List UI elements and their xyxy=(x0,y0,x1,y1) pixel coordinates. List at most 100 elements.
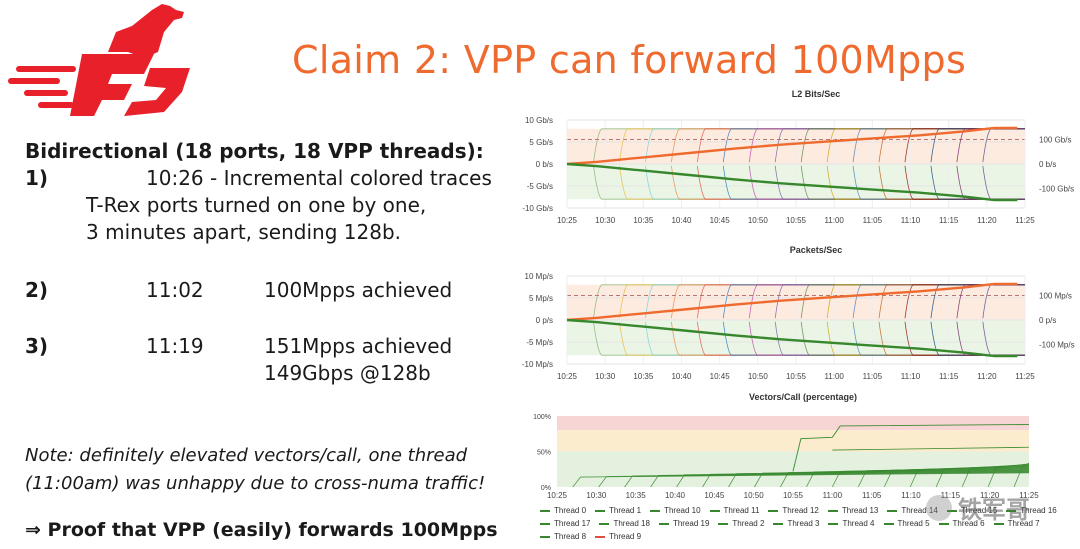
x-tick-label: 10:30 xyxy=(586,491,607,500)
slide-title: Claim 2: VPP can forward 100Mpps xyxy=(292,38,967,82)
legend-item[interactable]: Thread 18 xyxy=(599,519,650,528)
wechat-icon xyxy=(926,494,952,521)
legend-item[interactable]: Thread 9 xyxy=(595,532,641,541)
legend-row: Thread 0 Thread 1 Thread 10 Thread 11 Thread… xyxy=(540,506,1066,515)
legend-item[interactable]: Thread 15 xyxy=(946,506,997,515)
x-tick-label: 10:55 xyxy=(783,491,804,500)
legend-swatch xyxy=(773,522,784,525)
port-trace-tx xyxy=(670,284,1025,319)
x-tick-label: 11:05 xyxy=(862,491,882,500)
legend-item[interactable]: Thread 1 xyxy=(595,506,641,515)
port-trace-tx xyxy=(852,284,1025,319)
legend-item[interactable]: Thread 14 xyxy=(887,506,938,515)
legend-swatch xyxy=(883,522,894,525)
x-tick-label: 11:25 xyxy=(1019,491,1039,500)
legend-item[interactable]: Thread 13 xyxy=(827,506,878,515)
legend-swatch xyxy=(650,509,661,512)
y-tick-label: 10 Mp/s xyxy=(525,272,553,281)
x-tick-label: 10:30 xyxy=(595,216,616,225)
legend-swatch xyxy=(938,522,949,525)
legend-item[interactable]: Thread 6 xyxy=(938,519,985,528)
y2-tick-label: 100 Gb/s xyxy=(1039,135,1071,144)
legend-swatch xyxy=(540,509,550,512)
legend-swatch xyxy=(718,522,729,525)
y-tick-label: -10 Mp/s xyxy=(522,360,553,369)
chart-title: Packets/Sec xyxy=(790,245,843,255)
legend-swatch xyxy=(827,509,838,512)
legend-item[interactable]: Thread 12 xyxy=(768,506,819,515)
port-trace-rx xyxy=(722,321,1025,356)
legend-row: Thread 8 Thread 9 xyxy=(540,532,650,541)
x-tick-label: 10:45 xyxy=(704,491,725,500)
legend-item[interactable]: Thread 2 xyxy=(718,519,764,528)
legend-item[interactable]: Thread 0 xyxy=(540,506,586,515)
x-tick-label: 11:05 xyxy=(863,216,883,225)
port-trace-tx xyxy=(619,128,1025,163)
legend-item[interactable]: Thread 17 xyxy=(540,519,590,528)
y-tick-label: -10 Gb/s xyxy=(522,204,553,213)
x-tick-label: 10:55 xyxy=(786,216,807,225)
legend-swatch xyxy=(540,522,550,525)
port-trace-tx xyxy=(774,128,1025,163)
legend-item[interactable]: Thread 11 xyxy=(709,506,759,515)
y-tick-label: 50% xyxy=(537,450,551,457)
legend-swatch xyxy=(768,509,779,512)
x-tick-label: 10:40 xyxy=(665,491,686,500)
port-trace-tx xyxy=(696,128,1025,163)
port-trace-rx xyxy=(930,165,1025,200)
port-trace-rx xyxy=(956,321,1025,356)
y-tick-label: 0 b/s xyxy=(536,160,553,169)
legend-item[interactable]: Thread 16 xyxy=(1006,506,1057,515)
port-trace-rx xyxy=(826,165,1025,200)
thread-line xyxy=(728,468,1030,488)
port-trace-tx xyxy=(852,128,1025,163)
thread-line xyxy=(598,471,1030,488)
port-trace-tx xyxy=(800,128,1025,163)
port-trace-tx xyxy=(826,284,1025,319)
thread-line xyxy=(754,468,1030,488)
y-tick-label: -5 Mp/s xyxy=(526,338,553,347)
port-trace-rx xyxy=(852,165,1025,200)
port-trace-tx xyxy=(722,128,1025,163)
x-tick-label: 11:20 xyxy=(977,216,997,225)
x-tick-label: 10:25 xyxy=(557,216,578,225)
port-trace-tx xyxy=(956,284,1025,319)
x-tick-label: 11:10 xyxy=(901,216,921,225)
item-1-number: 1) xyxy=(25,166,49,190)
legend-item[interactable]: Thread 8 xyxy=(540,532,586,541)
legend-item[interactable]: Thread 10 xyxy=(650,506,701,515)
port-trace-rx xyxy=(670,321,1025,356)
x-tick-label: 10:45 xyxy=(710,372,731,381)
y-tick-label: 10 Gb/s xyxy=(525,116,553,125)
x-tick-label: 10:50 xyxy=(744,491,765,500)
port-trace-rx xyxy=(826,321,1025,356)
port-trace-tx xyxy=(826,128,1025,163)
x-tick-label: 10:35 xyxy=(633,372,654,381)
legend-swatch xyxy=(599,522,610,525)
port-trace-rx xyxy=(670,165,1025,200)
x-tick-label: 10:45 xyxy=(710,216,731,225)
thread-line xyxy=(676,470,1030,488)
port-trace-rx xyxy=(696,165,1025,200)
vectors-call-chart: Vectors/Call (percentage) 100% 50% 0%10:25 1… xyxy=(533,392,1039,500)
y2-tick-label: -100 Mp/s xyxy=(1039,341,1075,350)
chart-title: L2 Bits/Sec xyxy=(792,89,841,99)
legend-item[interactable]: Thread 4 xyxy=(828,519,875,528)
x-tick-label: 10:35 xyxy=(626,491,647,500)
watermark: 铁军哥 xyxy=(926,490,1030,525)
port-trace-tx xyxy=(800,284,1025,319)
legend-swatch xyxy=(993,522,1004,525)
y-tick-label: 0 p/s xyxy=(536,316,553,325)
legend-item[interactable]: Thread 5 xyxy=(883,519,930,528)
thread-line xyxy=(961,463,1030,488)
port-trace-tx xyxy=(619,284,1025,319)
legend-item[interactable]: Thread 3 xyxy=(773,519,819,528)
x-tick-label: 11:00 xyxy=(824,372,844,381)
legend-item[interactable]: Thread 19 xyxy=(658,519,709,528)
chart-title: Vectors/Call (percentage) xyxy=(749,392,857,402)
port-trace-tx xyxy=(593,284,1025,319)
thread-line xyxy=(650,470,1030,488)
legend-swatch xyxy=(887,509,898,512)
item-2-desc: 100Mpps achieved xyxy=(264,278,453,302)
legend-item[interactable]: Thread 7 xyxy=(993,519,1040,528)
